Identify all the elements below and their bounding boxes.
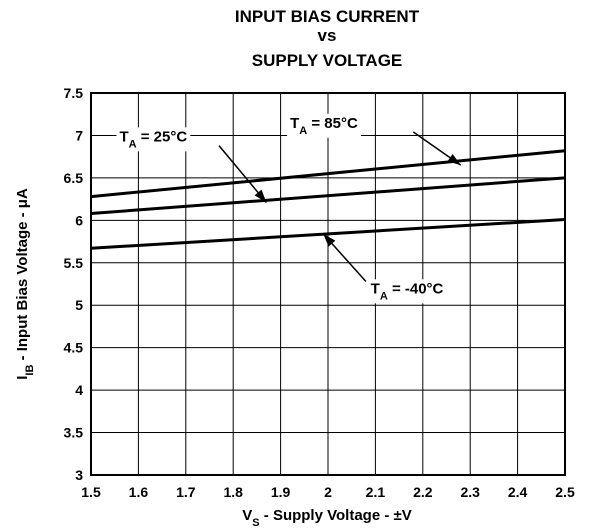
annotation-arrow-head — [447, 154, 461, 166]
series-line — [90, 149, 566, 199]
annotations: TA = 25°C TA = 85°C TA = -40°C — [116, 113, 462, 304]
y-tick-label: 6.5 — [64, 170, 84, 186]
y-tick-label: 3.5 — [64, 425, 84, 441]
series-line — [90, 176, 566, 215]
annotation-arrow-head — [323, 233, 336, 247]
y-tick-labels: 3 3.5 4 4.5 5 5.5 6 6.5 7 7.5 — [64, 85, 84, 483]
annotation-label: TA = -40°C — [371, 280, 444, 302]
x-tick-label: 2 — [324, 484, 332, 500]
series-line — [90, 218, 566, 250]
x-tick-label: 2.3 — [460, 484, 480, 500]
chart-title-line: vs — [318, 26, 337, 45]
y-tick-label: 6 — [75, 212, 83, 228]
x-tick-label: 1.7 — [176, 484, 196, 500]
x-tick-label: 2.5 — [555, 484, 575, 500]
axis-labels: VS - Supply Voltage - ±V IIB - Input Bias… — [14, 188, 412, 529]
y-tick-label: 4 — [75, 382, 83, 398]
x-tick-label: 1.8 — [223, 484, 243, 500]
plot-frame — [90, 92, 566, 476]
x-tick-labels: 1.5 1.6 1.7 1.8 1.9 2 2.1 2.2 2.3 2.4 2.5 — [81, 484, 575, 500]
annotation-label: TA = 25°C — [119, 128, 187, 150]
y-tick-label: 3 — [75, 467, 83, 483]
annotation-label-background — [287, 113, 361, 138]
x-tick-label: 2.1 — [366, 484, 386, 500]
y-tick-label: 5 — [75, 297, 83, 313]
x-tick-label: 2.4 — [508, 484, 528, 500]
annotation-label-background — [116, 127, 191, 152]
y-tick-label: 7 — [75, 127, 83, 143]
annotation-label-background — [367, 279, 447, 304]
x-tick-label: 2.2 — [413, 484, 433, 500]
chart-title-line: SUPPLY VOLTAGE — [252, 51, 403, 70]
grid — [90, 92, 566, 476]
annotation-arrow-head — [254, 189, 267, 203]
x-tick-label: 1.9 — [271, 484, 291, 500]
x-tick-label: 1.6 — [129, 484, 149, 500]
y-tick-label: 7.5 — [64, 85, 84, 101]
y-axis-label: IIB - Input Bias Voltage - μA — [14, 188, 36, 380]
x-tick-label: 1.5 — [81, 484, 101, 500]
y-tick-label: 5.5 — [64, 255, 84, 271]
annotation-label: TA = 85°C — [290, 115, 358, 137]
x-axis-label: VS - Supply Voltage - ±V — [242, 507, 412, 529]
series-lines — [90, 149, 566, 250]
y-tick-label: 4.5 — [64, 340, 84, 356]
chart-title-line: INPUT BIAS CURRENT — [235, 7, 420, 26]
